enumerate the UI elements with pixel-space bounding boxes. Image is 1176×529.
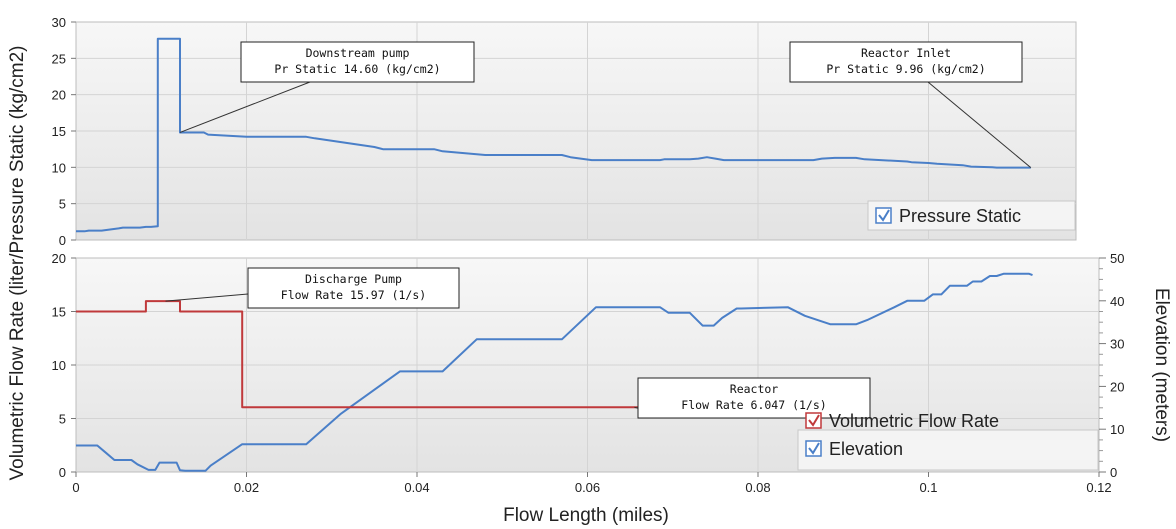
callout-box: [240, 41, 475, 83]
flow-elevation-series-group: [76, 272, 1033, 472]
callout-leader: [165, 293, 249, 302]
pressure-series-group: [76, 37, 1031, 233]
x-tick-label: 0.04: [404, 480, 429, 495]
x-tick-label: 0.08: [745, 480, 770, 495]
callout-leader: [179, 81, 311, 133]
y2-tick-label: 0: [1110, 465, 1117, 480]
callout-text: Flow Rate 15.97 (1/s): [281, 288, 426, 302]
callout-text: Discharge Pump: [305, 272, 402, 286]
pressure-y-ticks: 0 5 10 15 20 25 30: [52, 15, 76, 248]
y-tick-label: 10: [52, 358, 66, 373]
callout-text: Reactor: [730, 382, 779, 396]
flow-elevation-legend: Volumetric Flow Rate Elevation: [797, 411, 1099, 471]
y2-axis-title: Elevation (meters): [1151, 288, 1172, 442]
x-tick-label: 0.06: [575, 480, 600, 495]
y-tick-label: 30: [52, 15, 66, 30]
y-tick-label: 20: [52, 251, 66, 266]
y-tick-label: 15: [52, 305, 66, 320]
y-tick-label: 25: [52, 51, 66, 66]
legend-check-icon[interactable]: [878, 209, 890, 222]
y-axis-title: Volumetric Flow Rate (liter/Pressure Sta…: [7, 45, 28, 480]
y-tick-label: 5: [59, 412, 66, 427]
y-tick-label: 0: [59, 233, 66, 248]
legend-pressure-static: Pressure Static: [899, 206, 1021, 226]
callout-text: Flow Rate 6.047 (1/s): [681, 398, 826, 412]
elevation-y-ticks: 0 10 20 30 40 50: [1099, 251, 1124, 480]
y-tick-label: 5: [59, 197, 66, 212]
volumetric-flow-rate-line: [76, 300, 712, 409]
y-tick-label: 10: [52, 160, 66, 175]
y2-tick-label: 10: [1110, 422, 1124, 437]
callouts: Downstream pump Pr Static 14.60 (kg/cm2) R…: [165, 41, 1032, 419]
callout-text: Downstream pump: [306, 46, 410, 60]
callout-box: [789, 41, 1023, 83]
elevation-line: [76, 272, 1033, 472]
y2-tick-label: 20: [1110, 379, 1124, 394]
x-tick-label: 0.02: [234, 480, 259, 495]
pressure-static-line: [76, 37, 1031, 233]
x-ticks: 0 0.02 0.04 0.06 0.08 0.1 0.12: [72, 472, 1112, 495]
y2-tick-label: 50: [1110, 251, 1124, 266]
x-tick-label: 0.12: [1086, 480, 1111, 495]
legend-check-icon[interactable]: [808, 414, 820, 427]
legend-elevation: Elevation: [829, 439, 903, 459]
callout-text: Reactor Inlet: [861, 46, 951, 60]
y-tick-label: 15: [52, 124, 66, 139]
legend-volumetric-flow-rate: Volumetric Flow Rate: [829, 411, 999, 431]
callout-leader: [927, 81, 1032, 169]
flow-y-ticks: 0 5 10 15 20: [52, 251, 76, 480]
y-tick-label: 0: [59, 465, 66, 480]
y2-tick-label: 30: [1110, 337, 1124, 352]
callout-text: Pr Static 9.96 (kg/cm2): [826, 62, 985, 76]
y2-tick-label: 40: [1110, 294, 1124, 309]
x-tick-label: 0.1: [919, 480, 937, 495]
legend-check-icon[interactable]: [808, 442, 820, 455]
pressure-legend: Pressure Static: [867, 200, 1076, 231]
y-tick-label: 20: [52, 88, 66, 103]
callout-text: Pr Static 14.60 (kg/cm2): [274, 62, 440, 76]
x-axis-title: Flow Length (miles): [503, 505, 669, 526]
x-tick-label: 0: [72, 480, 79, 495]
flow-elevation-grid: [76, 258, 1099, 472]
callout-box: [637, 377, 871, 419]
callout-box: [247, 267, 460, 309]
